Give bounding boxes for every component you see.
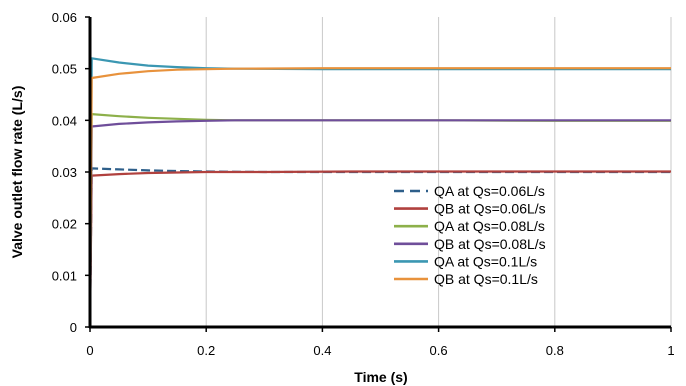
legend-label-4: QA at Qs=0.1L/s <box>434 253 537 269</box>
x-tick-label: 0.2 <box>197 343 215 358</box>
tick-labels: 0 0.01 0.02 0.03 0.04 0.05 0.06 0 0.2 0.4 0.6 0.8 1 <box>52 10 675 358</box>
x-tick-label: 0.8 <box>546 343 564 358</box>
y-tick-label: 0 <box>70 320 77 335</box>
y-tick-label: 0.06 <box>52 10 77 25</box>
y-tick-label: 0.02 <box>52 217 77 232</box>
legend-label-3: QB at Qs=0.08L/s <box>434 236 546 252</box>
y-tick-label: 0.04 <box>52 113 77 128</box>
y-tick-label: 0.01 <box>52 268 77 283</box>
series-lines <box>88 57 671 328</box>
x-tick-label: 1 <box>667 343 674 358</box>
x-tick-label: 0.6 <box>430 343 448 358</box>
legend-label-0: QA at Qs=0.06L/s <box>434 183 545 199</box>
y-axis-title: Valve outlet flow rate (L/s) <box>9 86 25 259</box>
x-axis-title: Time (s) <box>354 369 407 385</box>
legend-label-1: QB at Qs=0.06L/s <box>434 201 546 217</box>
y-tick-label: 0.05 <box>52 62 77 77</box>
x-tick-label: 0.4 <box>313 343 331 358</box>
series-line-1 <box>88 170 671 328</box>
legend-label-2: QA at Qs=0.08L/s <box>434 218 545 234</box>
y-tick-label: 0.03 <box>52 165 77 180</box>
legend-label-5: QB at Qs=0.1L/s <box>434 271 538 287</box>
series-line-3 <box>88 119 671 328</box>
legend: QA at Qs=0.06L/sQB at Qs=0.06L/sQA at Qs… <box>394 183 546 287</box>
x-tick-label: 0 <box>86 343 93 358</box>
series-line-5 <box>88 67 671 328</box>
